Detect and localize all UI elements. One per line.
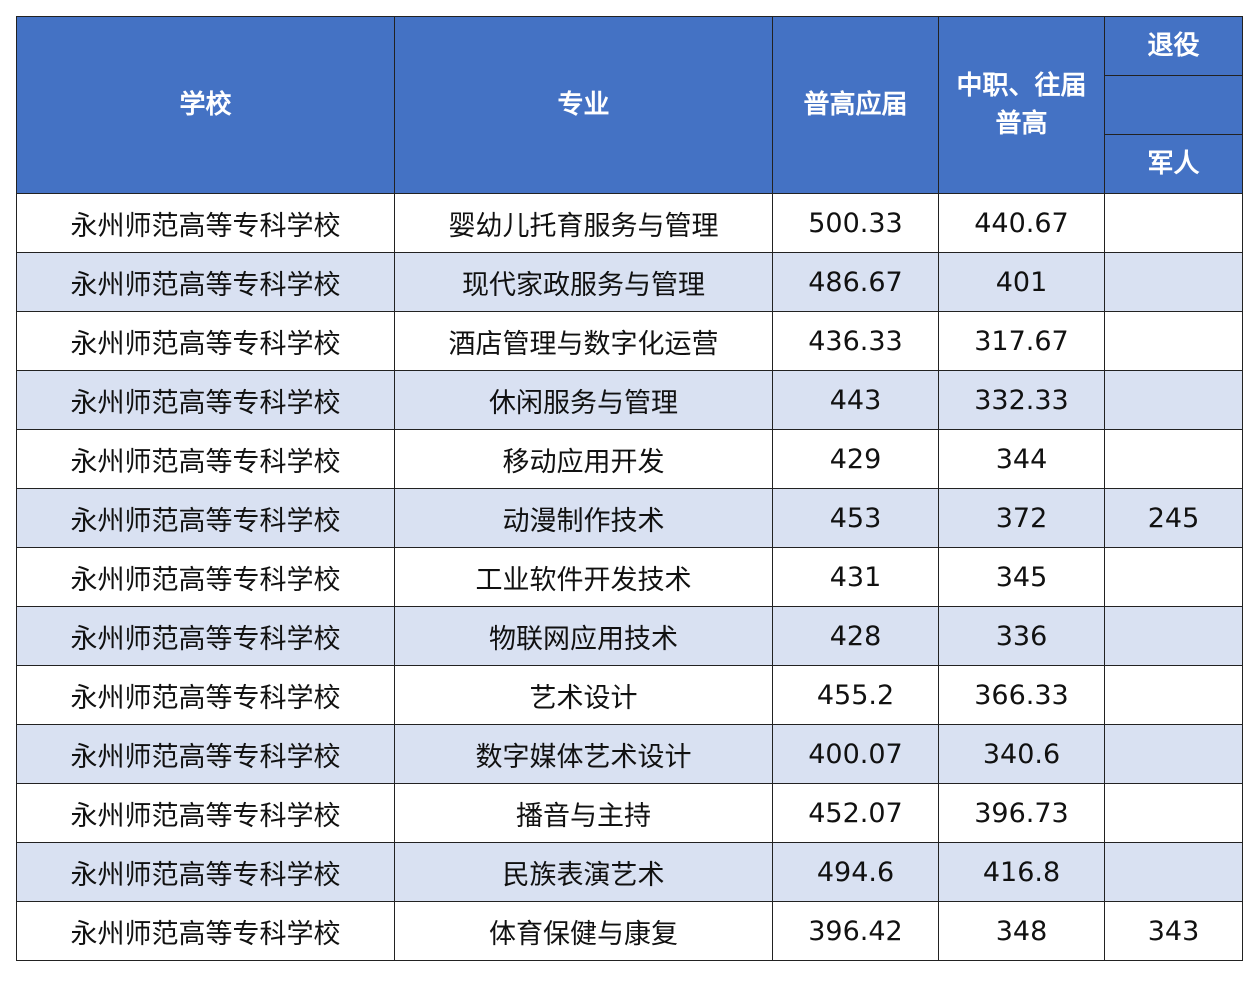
header-cell: 退役: [1104, 16, 1243, 76]
score-table: 学校 专业 普高应届 中职、往届普高 退役 军人 永州师范高等专科学校 婴幼儿托育…: [16, 16, 1243, 961]
table-cell: [1104, 370, 1243, 430]
table-header: 学校 专业 普高应届 中职、往届普高 退役 军人: [16, 16, 1243, 194]
table-cell: 500.33: [772, 193, 939, 253]
table-row: 永州师范高等专科学校 数字媒体艺术设计 400.07 340.6: [16, 724, 1243, 784]
table-cell: 401: [938, 252, 1105, 312]
table-cell: [1104, 252, 1243, 312]
table-cell: 429: [772, 429, 939, 489]
table-cell: 344: [938, 429, 1105, 489]
table-row: 永州师范高等专科学校 民族表演艺术 494.6 416.8: [16, 842, 1243, 902]
table-cell: 移动应用开发: [394, 429, 773, 489]
table-cell: 婴幼儿托育服务与管理: [394, 193, 773, 253]
table-cell: 453: [772, 488, 939, 548]
table-cell: 数字媒体艺术设计: [394, 724, 773, 784]
table-cell: [1104, 783, 1243, 843]
table-row: 永州师范高等专科学校 移动应用开发 429 344: [16, 429, 1243, 489]
table-cell: 永州师范高等专科学校: [16, 783, 395, 843]
table-cell: 332.33: [938, 370, 1105, 430]
table-cell: 休闲服务与管理: [394, 370, 773, 430]
table-cell: [1104, 311, 1243, 371]
header-cell: 普高应届: [772, 16, 939, 194]
table-cell: [1104, 842, 1243, 902]
table-row: 永州师范高等专科学校 动漫制作技术 453 372 245: [16, 488, 1243, 548]
table-cell: 443: [772, 370, 939, 430]
table-cell: 播音与主持: [394, 783, 773, 843]
table-cell: 348: [938, 901, 1105, 961]
table-cell: 340.6: [938, 724, 1105, 784]
table-row: 永州师范高等专科学校 体育保健与康复 396.42 348 343: [16, 901, 1243, 961]
table-cell: 动漫制作技术: [394, 488, 773, 548]
table-row: 永州师范高等专科学校 现代家政服务与管理 486.67 401: [16, 252, 1243, 312]
table-cell: 366.33: [938, 665, 1105, 725]
table-cell: 永州师范高等专科学校: [16, 547, 395, 607]
table-cell: 现代家政服务与管理: [394, 252, 773, 312]
table-cell: [1104, 665, 1243, 725]
table-cell: [1104, 724, 1243, 784]
table-cell: 440.67: [938, 193, 1105, 253]
table-cell: [1104, 193, 1243, 253]
table-cell: 永州师范高等专科学校: [16, 901, 395, 961]
table-cell: 400.07: [772, 724, 939, 784]
table-cell: 体育保健与康复: [394, 901, 773, 961]
table-cell: 336: [938, 606, 1105, 666]
table-cell: 永州师范高等专科学校: [16, 370, 395, 430]
table-cell: [1104, 429, 1243, 489]
table-cell: 431: [772, 547, 939, 607]
table-cell: 486.67: [772, 252, 939, 312]
table-body: 永州师范高等专科学校 婴幼儿托育服务与管理 500.33 440.67 永州师范高等专科…: [16, 193, 1243, 961]
table-row: 永州师范高等专科学校 休闲服务与管理 443 332.33: [16, 370, 1243, 430]
table-cell: 428: [772, 606, 939, 666]
table-cell: 永州师范高等专科学校: [16, 252, 395, 312]
table-cell: 物联网应用技术: [394, 606, 773, 666]
header-cell: 中职、往届普高: [938, 16, 1105, 194]
table-cell: 345: [938, 547, 1105, 607]
table-cell: [1104, 547, 1243, 607]
table-row: 永州师范高等专科学校 播音与主持 452.07 396.73: [16, 783, 1243, 843]
table-cell: 343: [1104, 901, 1243, 961]
table-row: 永州师范高等专科学校 工业软件开发技术 431 345: [16, 547, 1243, 607]
header-cell: 军人: [1104, 134, 1243, 194]
table-cell: 永州师范高等专科学校: [16, 429, 395, 489]
table-cell: 永州师范高等专科学校: [16, 665, 395, 725]
table-cell: 452.07: [772, 783, 939, 843]
table-cell: 372: [938, 488, 1105, 548]
table-row: 永州师范高等专科学校 婴幼儿托育服务与管理 500.33 440.67: [16, 193, 1243, 253]
header-cell: 专业: [394, 16, 773, 194]
table-cell: 永州师范高等专科学校: [16, 488, 395, 548]
table-cell: 494.6: [772, 842, 939, 902]
table-cell: 317.67: [938, 311, 1105, 371]
table-cell: 396.42: [772, 901, 939, 961]
table-cell: 艺术设计: [394, 665, 773, 725]
table-cell: 436.33: [772, 311, 939, 371]
table-cell: 永州师范高等专科学校: [16, 724, 395, 784]
table-row: 永州师范高等专科学校 酒店管理与数字化运营 436.33 317.67: [16, 311, 1243, 371]
table-cell: 245: [1104, 488, 1243, 548]
table-cell: 工业软件开发技术: [394, 547, 773, 607]
table-cell: 永州师范高等专科学校: [16, 842, 395, 902]
table-cell: 酒店管理与数字化运营: [394, 311, 773, 371]
table-cell: 永州师范高等专科学校: [16, 311, 395, 371]
table-cell: 永州师范高等专科学校: [16, 606, 395, 666]
table-cell: 民族表演艺术: [394, 842, 773, 902]
table-row: 永州师范高等专科学校 艺术设计 455.2 366.33: [16, 665, 1243, 725]
table-cell: 416.8: [938, 842, 1105, 902]
table-cell: 455.2: [772, 665, 939, 725]
table-row: 永州师范高等专科学校 物联网应用技术 428 336: [16, 606, 1243, 666]
table-cell: [1104, 606, 1243, 666]
table-cell: 永州师范高等专科学校: [16, 193, 395, 253]
header-cell: 学校: [16, 16, 395, 194]
table-cell: 396.73: [938, 783, 1105, 843]
header-cell: [1104, 75, 1243, 135]
